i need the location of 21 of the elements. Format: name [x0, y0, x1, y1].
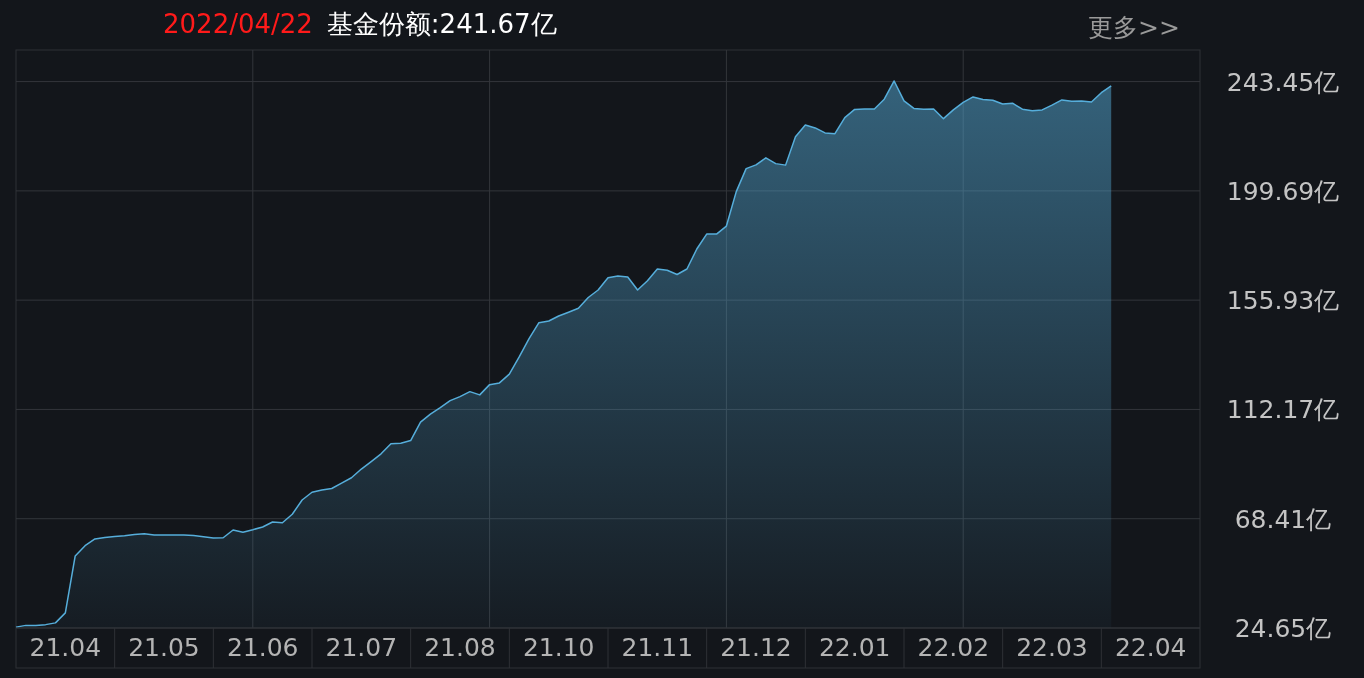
x-tick-label: 21.08 [424, 633, 496, 662]
y-tick-label: 243.45亿 [1226, 67, 1340, 97]
y-tick-label: 68.41亿 [1234, 504, 1332, 534]
x-tick-label: 21.06 [226, 633, 299, 662]
text: 更多>> [1088, 13, 1180, 42]
y-tick-label: 155.93亿 [1226, 286, 1340, 316]
y-tick-label: 199.69亿 [1226, 176, 1340, 206]
x-tick-label: 22.03 [1016, 633, 1088, 662]
x-tick-label: 21.11 [621, 633, 694, 662]
chart-subtitle: 2022/04/22 [163, 9, 313, 39]
y-tick-label: 112.17亿 [1226, 395, 1340, 425]
y-tick-label: 24.65亿 [1234, 614, 1332, 643]
x-tick-label: 22.04 [1114, 633, 1187, 662]
x-tick-label: 21.07 [325, 633, 398, 662]
x-tick-label: 22.02 [917, 633, 990, 662]
chart-title: 基金份额:241.67亿 [326, 9, 557, 39]
x-tick-label: 21.12 [720, 633, 792, 662]
x-tick-label: 22.01 [818, 633, 891, 662]
x-tick-label: 21.10 [522, 633, 595, 662]
x-tick-label: 21.05 [128, 633, 200, 662]
x-tick-label: 21.04 [29, 633, 102, 662]
